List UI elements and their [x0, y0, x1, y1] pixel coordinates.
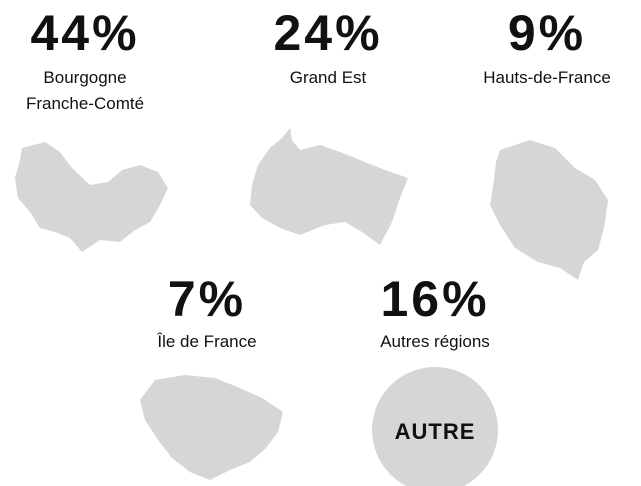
- label: Bourgogne: [43, 68, 126, 87]
- badge-text: AUTRE: [395, 419, 476, 444]
- percent: 16%: [380, 271, 489, 327]
- map-shape: [15, 142, 168, 252]
- percent: 9%: [508, 5, 586, 61]
- percent: 44%: [30, 5, 139, 61]
- label: Autres régions: [380, 332, 490, 351]
- map-shape: [490, 140, 608, 280]
- label: Grand Est: [290, 68, 367, 87]
- region-hauts-de-france: 9% Hauts-de-France: [483, 5, 611, 280]
- percent: 7%: [168, 271, 246, 327]
- region-ile-de-france: 7% Île de France: [140, 271, 283, 480]
- label: Île de France: [156, 332, 256, 351]
- region-grand-est: 24% Grand Est: [250, 5, 408, 245]
- label: Hauts-de-France: [483, 68, 611, 87]
- badge-circle: [372, 367, 498, 486]
- map-shape: [140, 375, 283, 480]
- map-shape: [250, 128, 408, 245]
- percent: 24%: [273, 5, 382, 61]
- label: Franche-Comté: [26, 94, 144, 113]
- region-autres: 16% Autres régions AUTRE: [372, 271, 498, 486]
- region-bourgogne: 44% Bourgogne Franche-Comté: [15, 5, 168, 252]
